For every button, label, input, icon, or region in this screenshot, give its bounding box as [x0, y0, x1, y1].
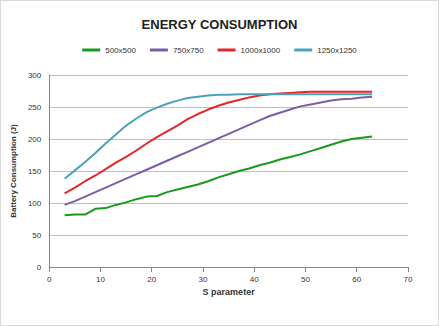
svg-text:30: 30	[199, 275, 208, 284]
svg-text:50: 50	[301, 275, 310, 284]
svg-text:0: 0	[37, 263, 42, 272]
svg-text:1250x1250: 1250x1250	[317, 46, 357, 55]
svg-text:500x500: 500x500	[105, 46, 136, 55]
svg-text:200: 200	[28, 135, 42, 144]
svg-text:250: 250	[28, 103, 42, 112]
svg-text:60: 60	[352, 275, 361, 284]
svg-text:1000x1000: 1000x1000	[241, 46, 281, 55]
svg-text:70: 70	[404, 275, 413, 284]
svg-text:0: 0	[47, 275, 52, 284]
svg-text:10: 10	[96, 275, 105, 284]
svg-text:40: 40	[250, 275, 259, 284]
svg-text:50: 50	[32, 231, 41, 240]
svg-text:ENERGY CONSUMPTION: ENERGY CONSUMPTION	[142, 17, 298, 32]
svg-text:300: 300	[28, 71, 42, 80]
svg-text:750x750: 750x750	[173, 46, 204, 55]
svg-text:20: 20	[147, 275, 156, 284]
svg-text:150: 150	[28, 167, 42, 176]
svg-text:S parameter: S parameter	[203, 287, 256, 297]
svg-text:100: 100	[28, 199, 42, 208]
svg-text:Battery Consumption (J): Battery Consumption (J)	[9, 124, 18, 218]
